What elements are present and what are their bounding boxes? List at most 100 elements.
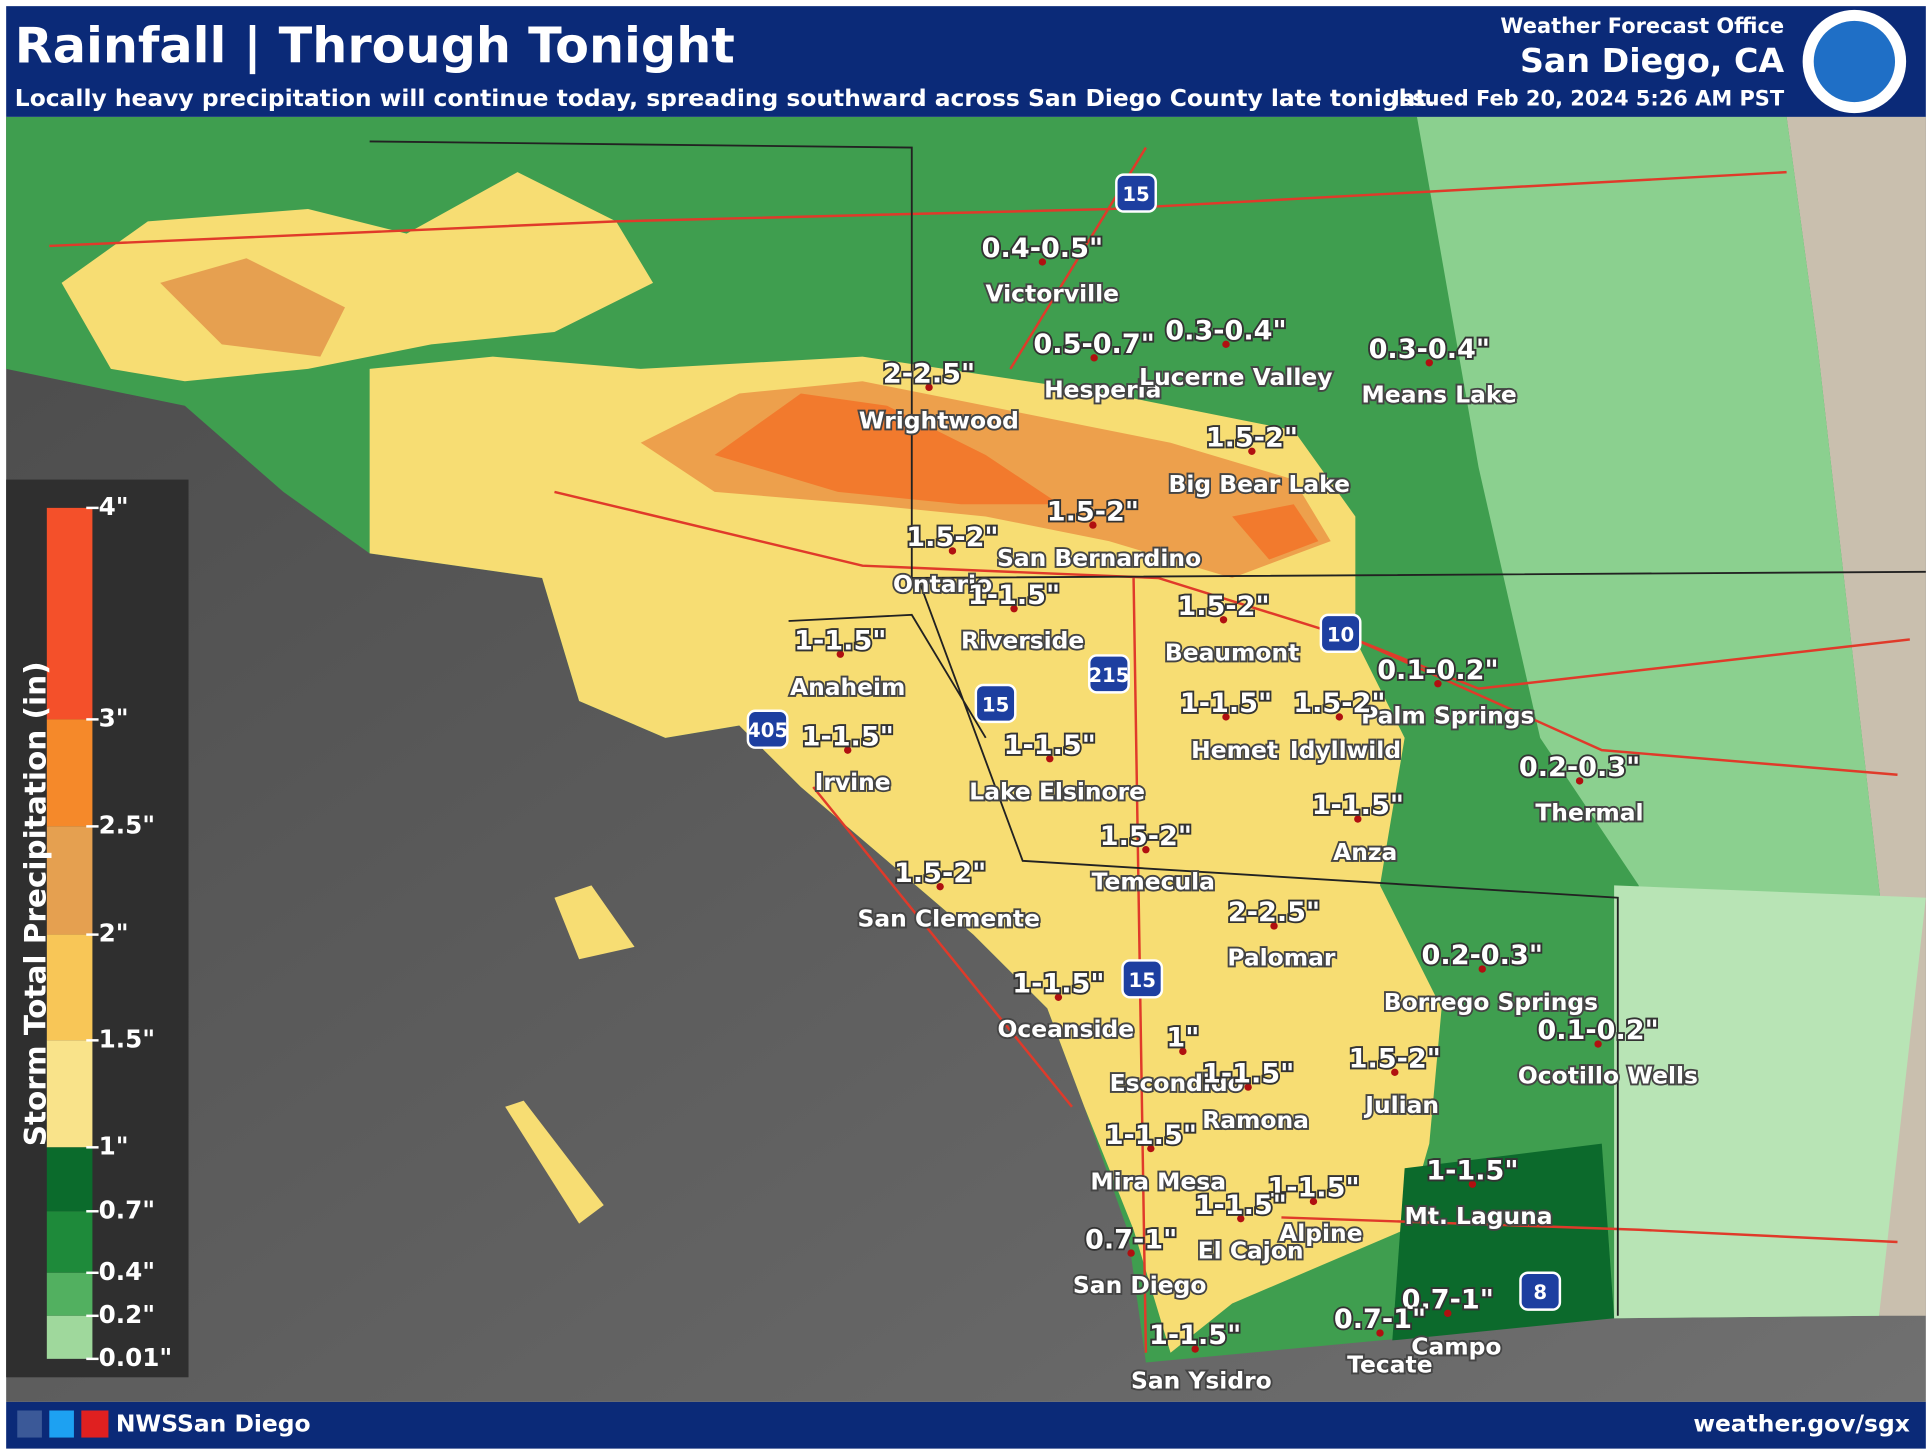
shield	[974, 683, 1017, 724]
city-dot	[1575, 777, 1584, 785]
city-dot	[1147, 1144, 1155, 1153]
lightest-green	[1614, 885, 1926, 1319]
amount-label: 1-1.5"	[1195, 1190, 1287, 1221]
legend-title: Storm Total Precipitation (in)	[18, 661, 52, 1146]
amount-label: 1-1.5"	[1012, 969, 1104, 1000]
highway-number: 215	[1088, 664, 1129, 687]
heavy-rain	[714, 393, 1060, 505]
shield	[1519, 1271, 1562, 1311]
footer-bar	[6, 1401, 1926, 1449]
orange-rain-north	[160, 258, 345, 357]
legend-label: 3"	[99, 703, 129, 732]
city-dot	[1222, 713, 1230, 721]
amount-label: 2-2.5"	[1228, 897, 1320, 928]
legend-label: 2"	[99, 919, 129, 948]
amount-label: 1-1.5"	[1202, 1058, 1294, 1089]
legend-swatch	[46, 507, 93, 720]
city-dot	[1237, 1214, 1245, 1223]
city-name: Julian	[1363, 1091, 1439, 1119]
city-dot	[948, 547, 957, 555]
legend-label: 0.2"	[99, 1300, 155, 1329]
legend-label: 1"	[99, 1131, 129, 1160]
city-dot	[1222, 340, 1230, 349]
city-name: San Bernardino	[997, 544, 1201, 572]
amount-label: 1.5-2"	[894, 858, 986, 889]
amount-label: 1-1.5"	[1004, 730, 1096, 761]
legend-label: 0.4"	[99, 1257, 155, 1286]
amount-label: 1-1.5"	[1105, 1120, 1197, 1151]
city-name: Means Lake	[1362, 380, 1517, 408]
city-dot	[1594, 1040, 1602, 1048]
city-name: Victorville	[985, 280, 1119, 308]
city-name: Palomar	[1227, 944, 1336, 972]
amount-label: 1.5-2"	[906, 522, 998, 553]
legend-label: 4"	[99, 492, 129, 521]
legend-swatch	[46, 719, 93, 827]
amount-label: 0.3-0.4"	[1165, 316, 1286, 347]
highway-number: 15	[1122, 183, 1149, 206]
city-dot	[1478, 965, 1486, 973]
social: NWSSan Diego	[116, 1410, 311, 1438]
amount-label: 1.5-2"	[1206, 423, 1298, 454]
city-dot	[1010, 605, 1018, 613]
subtitle: Locally heavy precipitation will continu…	[15, 84, 1436, 112]
city-dot	[1270, 922, 1278, 930]
amount-label: 1-1.5"	[968, 580, 1060, 611]
legend-swatch	[46, 826, 93, 935]
youtube-icon	[81, 1410, 109, 1438]
city-dot	[1468, 1180, 1477, 1188]
city-dot	[1191, 1345, 1199, 1353]
amount-label: 1"	[1166, 1023, 1199, 1054]
amount-label: 1-1.5"	[794, 625, 886, 656]
city-name: Anza	[1333, 838, 1397, 866]
city-name: Borrego Springs	[1384, 988, 1598, 1016]
highway-number: 10	[1327, 623, 1354, 646]
office-line: Weather Forecast Office	[1500, 14, 1784, 38]
city-name: Hesperia	[1044, 376, 1161, 404]
legend-swatch	[46, 1147, 93, 1212]
amount-label: 1-1.5"	[1149, 1320, 1241, 1351]
facebook-icon	[17, 1410, 42, 1438]
heavy-rain	[1232, 504, 1319, 560]
amount-label: 1.5-2"	[1100, 821, 1192, 852]
highway-number: 15	[982, 693, 1009, 716]
city-name: Riverside	[961, 626, 1084, 654]
amount-label: 1-1.5"	[1312, 790, 1404, 821]
city-name: Beaumont	[1165, 639, 1299, 667]
city-dot	[1089, 521, 1097, 529]
amount-label: 1.5-2"	[1177, 591, 1269, 622]
city-name: Lake Elsinore	[969, 778, 1145, 806]
city-name: San Ysidro	[1131, 1367, 1272, 1395]
amount-label: 1-1.5"	[802, 721, 894, 752]
city-name: Wrightwood	[859, 406, 1019, 434]
legend-swatch	[46, 1272, 93, 1316]
island	[505, 1100, 604, 1224]
legend-label: 1.5"	[99, 1024, 155, 1053]
city-dot	[925, 383, 933, 392]
city-dot	[1179, 1047, 1187, 1056]
city-dot	[1425, 359, 1433, 367]
amount-label: 2-2.5"	[883, 359, 975, 390]
city-dot	[1244, 1083, 1252, 1091]
city-name: San Diego	[1073, 1271, 1207, 1299]
city-name: Irvine	[815, 768, 891, 796]
boundaries	[369, 140, 1926, 1316]
yellow-rain	[369, 356, 1442, 1353]
highway-shields: 15 10 215 15 405 15 8	[746, 173, 1562, 1311]
city-name: El Cajon	[1198, 1236, 1304, 1264]
city-name: Ramona	[1202, 1106, 1309, 1134]
city-dot	[1046, 755, 1054, 763]
city-name: Alpine	[1279, 1219, 1362, 1247]
nws-logo-inner	[1813, 20, 1896, 103]
city-name: Ocotillo Wells	[1518, 1062, 1698, 1090]
header-bar	[6, 6, 1926, 117]
city-name: Campo	[1411, 1332, 1501, 1360]
city-name: Big Bear Lake	[1169, 470, 1350, 498]
city-name: Anaheim	[790, 673, 905, 701]
city-dot	[1444, 1309, 1452, 1318]
legend-swatch	[46, 1315, 93, 1359]
city-dot	[1434, 680, 1442, 688]
city-name: San Clemente	[858, 904, 1040, 932]
amount-label: 1-1.5"	[1426, 1155, 1518, 1186]
